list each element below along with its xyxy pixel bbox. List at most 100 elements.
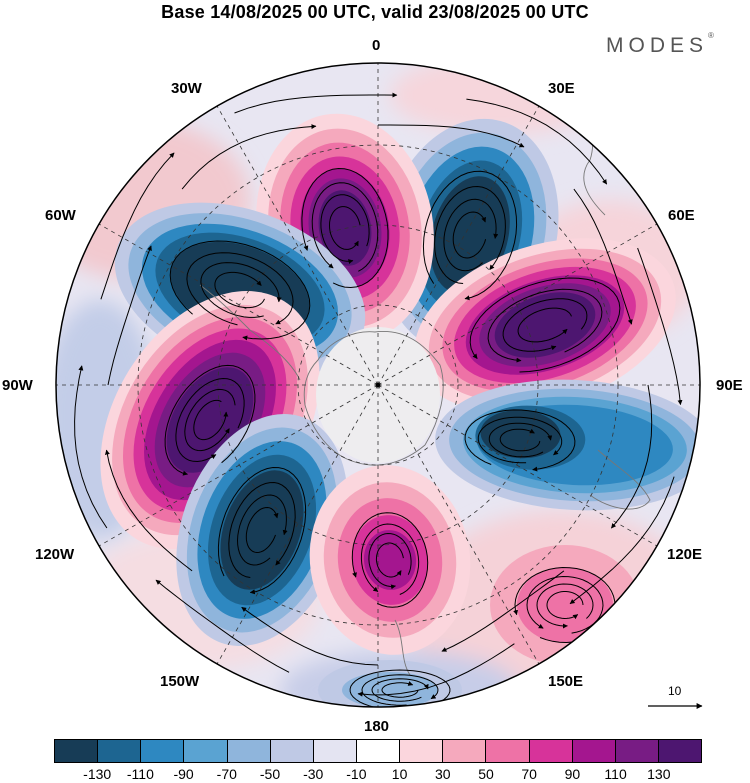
streamline	[546, 591, 584, 620]
colorbar-swatch	[141, 740, 185, 762]
colorbar-swatch	[55, 740, 99, 762]
streamline	[320, 194, 370, 265]
streamline	[637, 247, 683, 406]
lon-label-30w: 30W	[171, 80, 202, 97]
streamline	[184, 388, 236, 452]
streamline	[164, 364, 256, 476]
graticule	[56, 63, 700, 707]
colorbar-swatch	[227, 740, 271, 762]
modes-logo-text: MODES	[606, 34, 709, 57]
colorbar-swatch	[615, 740, 659, 762]
colorbar-tick-label: -50	[259, 766, 281, 782]
anomaly-negative-5	[318, 660, 462, 707]
lon-label-0: 0	[372, 37, 381, 54]
streamline	[214, 271, 265, 309]
colorbar-tick-label: 50	[478, 766, 494, 782]
streamline	[487, 288, 603, 363]
streamline	[155, 579, 290, 673]
lon-label-30e: 30E	[548, 80, 575, 97]
colorbar-swatch	[270, 740, 314, 762]
colorbar-swatch	[313, 740, 357, 762]
colorbar-swatch	[184, 740, 228, 762]
map-disc	[56, 63, 700, 707]
streamline	[228, 481, 296, 578]
anomaly-negative-1	[381, 118, 559, 352]
streamline	[368, 532, 412, 590]
lon-label-150e: 150E	[548, 673, 584, 690]
streamlines	[74, 92, 683, 707]
colorbar-tick-label: -10	[346, 766, 367, 782]
streamline	[217, 466, 307, 595]
lon-label-120e: 120E	[667, 546, 703, 563]
streamline	[245, 506, 279, 554]
streamline	[236, 494, 288, 566]
streamline	[181, 124, 317, 190]
streamline	[488, 422, 553, 458]
colorbar-swatch	[443, 740, 487, 762]
colorbar-swatch	[356, 740, 401, 762]
colorbar-tick-label: -130	[83, 766, 112, 782]
reference-vector-label: 10	[668, 684, 682, 698]
streamline	[104, 449, 193, 572]
streamline	[381, 681, 419, 698]
colorbar-swatch	[529, 740, 573, 762]
streamline	[477, 416, 563, 464]
colorbar-swatch	[572, 740, 616, 762]
streamline	[349, 669, 451, 707]
colorbar-tick-label: 10	[391, 766, 408, 782]
lon-label-60w: 60W	[45, 207, 76, 224]
lon-label-120w: 120W	[35, 546, 75, 563]
streamline	[200, 262, 282, 318]
streamline	[517, 307, 572, 343]
streamline	[301, 167, 389, 289]
registered-mark: ®	[708, 31, 714, 40]
colorbar-swatch	[658, 740, 702, 762]
modes-logo: MODES®	[606, 31, 714, 58]
colorbar-tick-label: -70	[216, 766, 237, 782]
colorbar-swatch	[98, 740, 142, 762]
colorbar-tick-label: 130	[647, 766, 671, 782]
streamline	[328, 206, 361, 250]
streamline	[186, 252, 294, 326]
colorbar-tick-label: -110	[126, 766, 154, 782]
streamline	[611, 384, 653, 529]
streamline	[499, 428, 541, 452]
streamline	[569, 476, 675, 605]
south-pole-marker	[375, 382, 381, 388]
streamline	[74, 365, 108, 529]
streamline	[351, 512, 429, 608]
lon-label-90e: 90E	[716, 377, 743, 394]
streamline	[107, 245, 152, 386]
streamline	[441, 570, 565, 652]
streamline	[311, 182, 379, 272]
streamline	[422, 170, 518, 301]
streamline	[378, 124, 525, 148]
streamline	[360, 523, 420, 595]
streamline	[536, 583, 594, 629]
map-border	[55, 62, 701, 708]
streamline	[502, 298, 588, 352]
chart-title: Base 14/08/2025 00 UTC, valid 23/08/2025…	[161, 2, 589, 22]
streamline	[175, 377, 245, 463]
lon-label-150w: 150W	[160, 673, 200, 690]
colorbar-tick-label: 30	[435, 766, 451, 782]
colorbar-swatch	[486, 740, 530, 762]
streamline	[193, 399, 229, 441]
lon-label-180: 180	[364, 718, 390, 735]
lon-label-60e: 60E	[668, 207, 695, 224]
streamline	[469, 277, 621, 373]
streamline	[169, 240, 311, 341]
streamline	[526, 575, 604, 634]
anomaly-positive-2	[414, 238, 676, 412]
colorbar-tick-label: -90	[173, 766, 194, 782]
streamline	[371, 678, 429, 702]
streamline	[234, 92, 398, 114]
streamline	[375, 542, 404, 578]
colorbar-swatch	[400, 740, 444, 762]
colorbar-ticks: -130 -110 -90 -70 -50 -30 -10 10 30 50 70 90 110 130	[0, 766, 750, 783]
streamline	[357, 643, 515, 697]
streamline	[573, 188, 633, 325]
streamline	[466, 98, 608, 185]
anomaly-positive-4	[309, 465, 471, 655]
